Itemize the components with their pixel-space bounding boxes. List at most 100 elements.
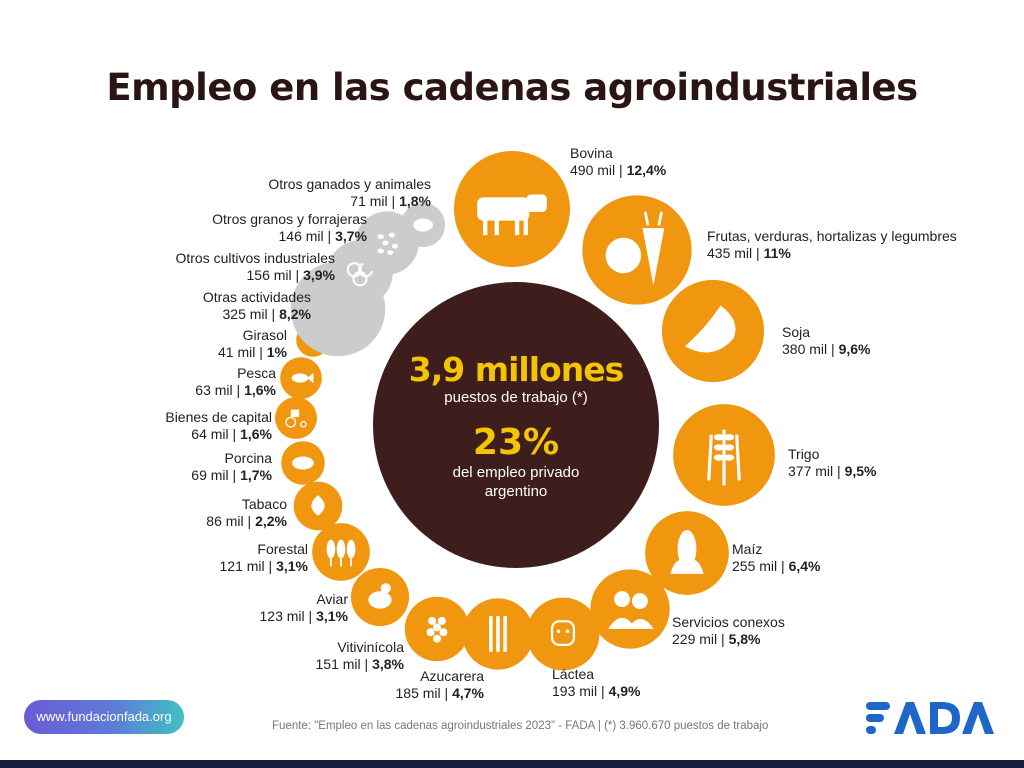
label-count: 229 mil [672,631,718,647]
label-separator: | [291,267,304,283]
label-percent: 11% [763,245,791,261]
label-name: Aviar [316,591,348,607]
label-value: 380 mil | 9,6% [782,341,870,358]
bubble-label: Girasol 41 mil | 1% [218,327,287,361]
bubble-people-icon [590,569,670,649]
bubble-trees-icon [312,523,370,581]
label-separator: | [228,426,241,442]
bubble-fish-icon [280,357,322,399]
grapes-icon [426,616,448,643]
label-percent: 2,2% [255,513,287,529]
label-count: 86 mil [206,513,244,529]
label-count: 69 mil [191,467,229,483]
label-value: 185 mil | 4,7% [396,685,484,702]
label-name: Girasol [242,327,287,343]
bubble-label: Servicios conexos 229 mil | 5,8% [672,614,785,648]
label-percent: 9,6% [838,341,871,357]
label-count: 490 mil [570,162,616,178]
bubble-label: Soja 380 mil | 9,6% [782,324,870,358]
bubble-label: Tabaco 86 mil | 2,2% [206,496,287,530]
label-count: 435 mil [707,245,753,261]
label-value: 121 mil | 3,1% [220,558,308,575]
label-separator: | [752,245,764,261]
label-percent: 3,7% [335,228,367,244]
label-value: 229 mil | 5,8% [672,631,785,648]
label-percent: 9,5% [844,463,877,479]
bubble-label: Porcina 69 mil | 1,7% [191,450,272,484]
label-value: 255 mil | 6,4% [732,558,820,575]
bubble-label: Trigo 377 mil | 9,5% [788,446,876,480]
label-count: 64 mil [191,426,229,442]
label-count: 193 mil [552,683,598,699]
label-value: 64 mil | 1,6% [165,426,272,443]
bubble-label: Azucarera 185 mil | 4,7% [396,668,484,702]
bubble-corn-icon [645,511,729,595]
label-name: Frutas, verduras, hortalizas y legumbres [707,228,957,244]
label-name: Servicios conexos [672,614,785,630]
label-percent: 3,8% [372,656,404,672]
bubble-wheat-icon [673,404,775,506]
label-count: 146 mil [278,228,324,244]
label-percent: 1% [266,344,287,360]
bubble-pig-icon [281,441,325,485]
label-count: 380 mil [782,341,828,357]
soybean-icon [684,305,736,353]
label-percent: 1,6% [240,426,272,442]
chicken-icon [368,583,392,609]
label-value: 71 mil | 1,8% [268,193,431,210]
label-name: Azucarera [420,668,484,684]
bubble-circle [526,597,600,671]
bubble-label: Otros ganados y animales 71 mil | 1,8% [268,176,431,210]
bubble-label: Frutas, verduras, hortalizas y legumbres… [707,228,957,262]
people-icon [608,591,654,629]
label-percent: 12,4% [626,162,667,178]
bubble-sugarcane-icon [462,598,534,670]
bubble-grapes-icon [404,596,470,662]
label-separator: | [255,344,267,360]
label-name: Láctea [552,666,595,682]
label-value: 156 mil | 3,9% [175,267,335,284]
label-count: 63 mil [195,382,233,398]
label-value: 86 mil | 2,2% [206,513,287,530]
label-separator: | [597,683,609,699]
bubble-label: Bovina 490 mil | 12,4% [570,145,666,179]
label-count: 71 mil [350,193,388,209]
bubble-chicken-icon [350,567,410,627]
corn-icon [670,529,704,574]
label-separator: | [440,685,453,701]
label-value: 325 mil | 8,2% [203,306,311,323]
bubble-dairy-cow-icon [526,597,600,671]
center-summary: 3,9 millones puestos de trabajo (*) 23% … [376,350,656,501]
label-count: 377 mil [788,463,834,479]
source-note: Fuente: "Empleo en las cadenas agroindus… [272,720,769,732]
label-percent: 3,1% [316,608,348,624]
label-separator: | [717,631,729,647]
bubble-label: Forestal 121 mil | 3,1% [220,541,308,575]
label-percent: 1,7% [240,467,272,483]
label-separator: | [243,513,256,529]
fruits-vegetables-icon [605,211,665,286]
label-percent: 4,7% [452,685,484,701]
bubble-tractor-icon [275,397,317,439]
label-name: Maíz [732,541,763,557]
bubble-fruits-vegetables-icon [582,195,692,305]
label-value: 377 mil | 9,5% [788,463,876,480]
bubble-tobacco-leaf-icon [293,481,343,531]
share-caption: del empleo privado argentino [452,464,580,500]
dairy-cow-icon [550,620,576,647]
bubble-sheep-icon [400,202,446,248]
label-percent: 1,8% [399,193,431,209]
trees-icon [326,539,356,567]
website-link[interactable]: www.fundacionfada.org [24,700,184,734]
label-percent: 1,6% [244,382,276,398]
grains-icon [377,232,399,255]
label-separator: | [232,382,245,398]
bubble-label: Maíz 255 mil | 6,4% [732,541,820,575]
label-count: 185 mil [395,685,441,701]
label-value: 435 mil | 11% [707,245,957,262]
label-separator: | [267,306,280,322]
label-separator: | [615,162,627,178]
label-value: 151 mil | 3,8% [316,656,404,673]
label-separator: | [360,656,373,672]
bubble-label: Bienes de capital 64 mil | 1,6% [165,409,272,443]
